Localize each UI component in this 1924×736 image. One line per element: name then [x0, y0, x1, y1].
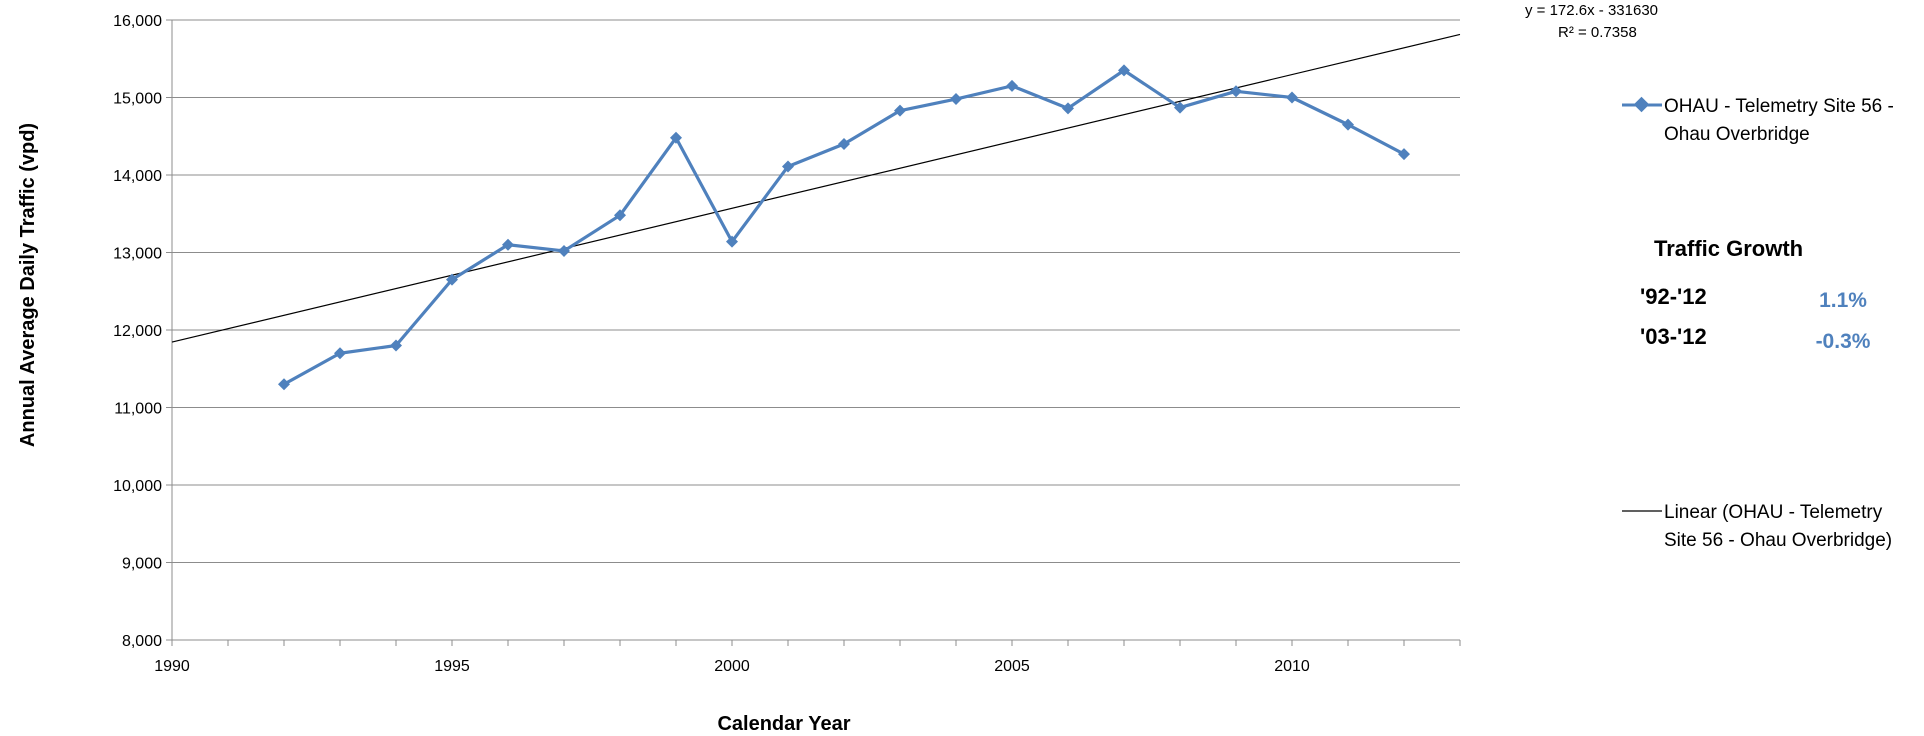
data-point-marker: [1230, 85, 1242, 98]
x-tick-label: 2005: [994, 658, 1030, 675]
data-point-marker: [726, 235, 738, 248]
y-tick-label: 13,000: [113, 246, 162, 263]
data-series: [278, 64, 1410, 391]
trendline-r2: R² = 0.7358: [1558, 24, 1637, 41]
data-point-marker: [614, 209, 626, 222]
series-line: [283, 68, 1405, 386]
axes: [166, 19, 1461, 646]
y-tick-labels: 8,000 9,000 10,000 11,000 12,000 13,000 14,000…: [113, 13, 162, 650]
data-point-marker: [1174, 101, 1186, 114]
legend-series-label-line2: Ohau Overbridge: [1664, 124, 1810, 145]
x-tick-label: 1990: [154, 658, 190, 675]
x-tick-label: 1995: [434, 658, 470, 675]
data-point-marker: [1006, 79, 1018, 92]
data-point-marker: [1062, 102, 1074, 115]
y-tick-label: 15,000: [113, 91, 162, 108]
gridlines: [172, 19, 1460, 563]
data-point-marker: [782, 160, 794, 173]
y-tick-label: 10,000: [113, 478, 162, 495]
growth-value-2: -0.3%: [1816, 330, 1871, 353]
y-axis-title: Annual Average Daily Traffic (vpd): [17, 123, 39, 447]
data-point-marker: [558, 244, 570, 257]
trendline: [171, 33, 1461, 343]
y-tick-label: 8,000: [122, 633, 162, 650]
legend-trend-label-line2: Site 56 - Ohau Overbridge): [1664, 530, 1892, 551]
x-tick-label: 2010: [1274, 658, 1310, 675]
trendline-equation: y = 172.6x - 331630: [1525, 2, 1658, 19]
data-point-marker: [1342, 118, 1354, 131]
data-point-marker: [334, 347, 346, 360]
data-point-marker: [950, 93, 962, 106]
data-point-marker: [278, 378, 290, 391]
legend-trend-label-line1: Linear (OHAU - Telemetry: [1664, 502, 1883, 523]
y-tick-label: 11,000: [114, 401, 162, 418]
x-tick-labels: 1990 1995 2000 2005 2010: [154, 658, 1310, 675]
data-point-marker: [1286, 91, 1298, 104]
y-tick-label: 14,000: [113, 168, 162, 185]
y-tick-label: 12,000: [113, 323, 162, 340]
trendline-path: [171, 33, 1461, 343]
legend: OHAU - Telemetry Site 56 - Ohau Overbrid…: [1622, 96, 1894, 551]
x-axis-title: Calendar Year: [717, 713, 850, 735]
data-point-marker: [502, 238, 514, 251]
data-point-marker: [670, 131, 682, 144]
growth-value-1: 1.1%: [1819, 289, 1867, 312]
data-point-marker: [894, 104, 906, 117]
legend-series-swatch-marker: [1633, 96, 1650, 113]
y-tick-label: 16,000: [113, 13, 162, 30]
data-point-marker: [1118, 64, 1130, 77]
data-point-marker: [1398, 148, 1410, 161]
x-tick-label: 2000: [714, 658, 750, 675]
data-point-marker: [390, 339, 402, 352]
growth-period-1: '92-'12: [1640, 284, 1707, 309]
growth-period-2: '03-'12: [1640, 324, 1707, 349]
legend-series-label-line1: OHAU - Telemetry Site 56 -: [1664, 96, 1894, 117]
data-point-marker: [446, 273, 458, 286]
traffic-growth-box: Traffic Growth '92-'12 1.1% '03-'12 -0.3…: [1640, 236, 1871, 353]
y-tick-label: 9,000: [122, 556, 162, 573]
traffic-growth-title: Traffic Growth: [1654, 236, 1803, 261]
data-point-marker: [838, 138, 850, 150]
